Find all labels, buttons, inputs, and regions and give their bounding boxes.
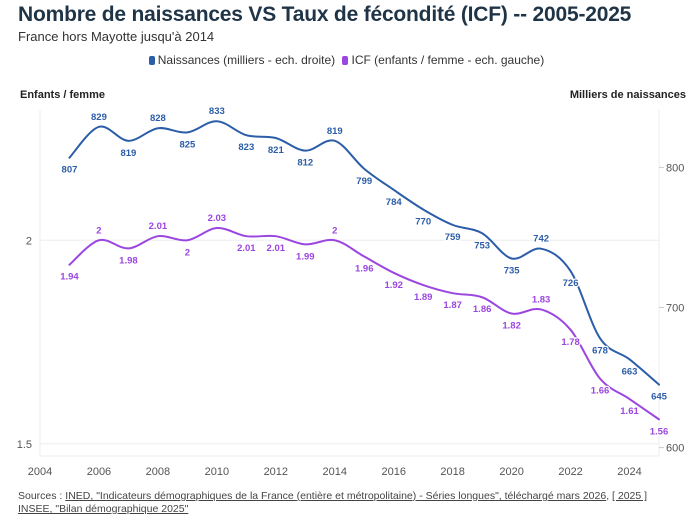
data-label-icf: 2.01: [267, 243, 286, 254]
x-tick-label: 2016: [381, 466, 405, 478]
x-tick-label: 2020: [499, 466, 523, 478]
data-label-icf: 1.83: [532, 294, 551, 305]
data-label-naissances: 726: [563, 278, 579, 289]
data-label-naissances: 807: [62, 165, 78, 176]
source-link-insee[interactable]: [ 2025 ] INSEE, "Bilan démographique 202…: [18, 490, 648, 515]
x-tick-label: 2008: [146, 466, 170, 478]
data-label-naissances: 770: [415, 216, 431, 227]
series-line-icf: [68, 227, 660, 421]
data-label-naissances: 819: [327, 126, 343, 137]
data-label-icf: 1.89: [414, 292, 433, 303]
data-label-icf: 2: [96, 225, 101, 236]
data-label-naissances: 819: [120, 148, 136, 159]
data-label-icf: 2.01: [237, 243, 256, 254]
data-label-naissances: 759: [445, 232, 461, 243]
x-tick-label: 2004: [28, 466, 52, 478]
data-label-naissances: 678: [592, 345, 608, 356]
data-label-naissances: 833: [209, 106, 225, 117]
legend-item-naissances[interactable]: Naissances (milliers - ech. droite): [148, 53, 336, 67]
source-prefix: Sources :: [18, 490, 66, 502]
data-label-icf: 1.99: [296, 251, 315, 262]
x-tick-label: 2010: [205, 466, 229, 478]
chart-title: Nombre de naissances VS Taux de fécondit…: [18, 3, 632, 26]
data-label-icf: 2.03: [208, 213, 227, 224]
data-label-icf: 1.94: [60, 272, 79, 283]
data-label-icf: 2: [185, 247, 190, 258]
data-label-icf: 1.61: [620, 406, 639, 417]
data-label-icf: 1.92: [384, 280, 403, 291]
source-link-ined[interactable]: INED, "Indicateurs démographiques de la …: [65, 490, 607, 502]
legend-item-icf[interactable]: ICF (enfants / femme - ech. gauche): [342, 53, 544, 67]
legend: Naissances (milliers - ech. droite) ICF …: [0, 53, 693, 68]
data-label-icf: 1.96: [355, 264, 374, 275]
legend-label-icf: ICF (enfants / femme - ech. gauche): [351, 53, 545, 67]
data-label-naissances: 663: [622, 366, 638, 377]
data-label-icf: 1.56: [650, 426, 669, 437]
data-label-naissances: 742: [533, 234, 549, 245]
data-labels: 807 829 819 828 825 833 823 821 812 819 799 784 770 7…: [59, 105, 670, 439]
axes: 1.5 2 600 700 800 2004 2006 2008 2010 2012 2014 201…: [17, 110, 684, 478]
source-separator: ,: [606, 490, 613, 502]
x-tick-label: 2006: [87, 466, 111, 478]
left-axis-title: Enfants / femme: [20, 89, 105, 101]
data-label-icf: 1.86: [473, 304, 492, 315]
data-label-naissances: 645: [651, 392, 668, 403]
right-tick-label: 600: [666, 443, 684, 455]
data-label-icf: 1.87: [443, 300, 462, 311]
right-axis-title: Milliers de naissances: [569, 89, 686, 101]
series-lines: [68, 120, 660, 421]
right-tick-label: 700: [666, 303, 684, 315]
data-label-naissances: 799: [356, 176, 372, 187]
x-tick-label: 2012: [264, 466, 288, 478]
data-label-naissances: 753: [474, 240, 490, 251]
source-note: Sources : INED, "Indicateurs démographiq…: [18, 490, 683, 516]
data-label-icf: 1.66: [591, 386, 610, 397]
gridlines: [40, 239, 659, 445]
left-tick-label: 1.5: [17, 439, 32, 451]
data-label-naissances: 784: [386, 197, 403, 208]
data-label-naissances: 735: [504, 265, 521, 276]
data-label-naissances: 828: [150, 113, 166, 124]
data-label-naissances: 823: [238, 142, 254, 153]
legend-swatch-icf: [342, 55, 349, 65]
data-label-icf: 2: [332, 225, 337, 236]
right-tick-label: 800: [666, 162, 684, 174]
x-tick-label: 2022: [558, 466, 582, 478]
chart-subtitle: France hors Mayotte jusqu'à 2014: [18, 29, 215, 44]
data-label-naissances: 829: [91, 112, 107, 123]
data-label-icf: 1.82: [502, 321, 521, 332]
data-label-icf: 2.01: [149, 221, 168, 232]
data-label-naissances: 821: [268, 145, 285, 156]
data-label-icf: 1.98: [119, 255, 138, 266]
legend-label-naissances: Naissances (milliers - ech. droite): [157, 53, 336, 67]
data-label-naissances: 825: [179, 139, 196, 150]
left-tick-label: 2: [26, 235, 32, 247]
data-label-icf: 1.78: [561, 337, 580, 348]
legend-swatch-naissances: [148, 55, 155, 65]
series-line-naissances: [68, 120, 660, 386]
x-tick-label: 2014: [323, 466, 347, 478]
x-tick-label: 2018: [440, 466, 464, 478]
x-tick-label: 2024: [617, 466, 641, 478]
data-label-naissances: 812: [297, 158, 313, 169]
